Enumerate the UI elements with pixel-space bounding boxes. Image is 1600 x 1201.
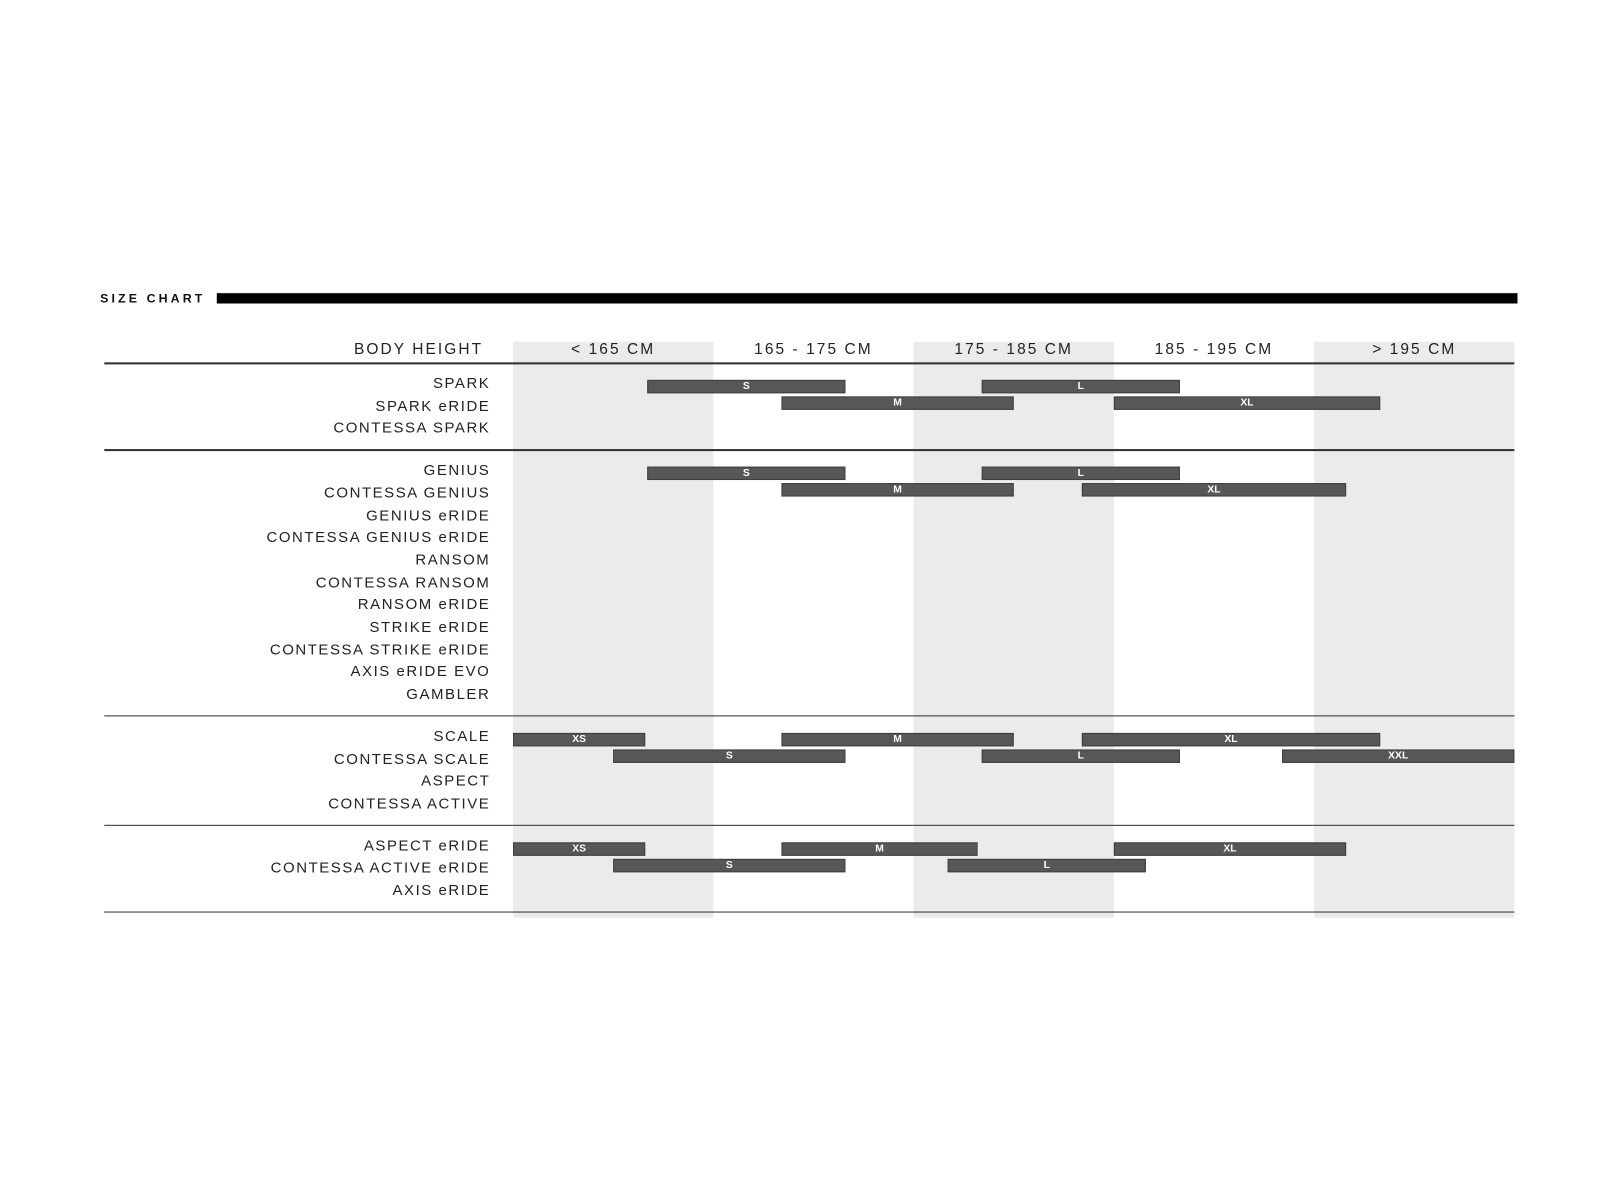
group-divider [104, 824, 1515, 826]
model-label: GAMBLER [406, 686, 491, 704]
model-label: CONTESSA SCALE [333, 750, 491, 768]
size-bar-s: S [647, 466, 846, 481]
size-bar-xl: XL [1113, 396, 1381, 410]
model-label: RANSOM [415, 552, 491, 569]
model-label: CONTESSA ACTIVE eRIDE [270, 860, 491, 877]
model-label: AXIS eRIDE EVO [350, 664, 491, 681]
size-bar-m: M [781, 483, 1014, 497]
column-header: 175 - 185 CM [954, 340, 1074, 359]
model-label: SPARK [432, 375, 491, 393]
model-label: RANSOM eRIDE [357, 596, 491, 614]
size-bar-xxl: XXL [1282, 749, 1515, 763]
size-bar-l: L [981, 749, 1180, 763]
column-shading [913, 341, 1114, 918]
chart-title: SIZE CHART [100, 291, 206, 306]
group-divider [104, 715, 1515, 717]
model-label: CONTESSA STRIKE eRIDE [269, 641, 491, 659]
size-bar-m: M [781, 841, 978, 856]
model-label: CONTESSA GENIUS [324, 484, 491, 502]
size-bar-s: S [647, 379, 846, 394]
row-header: BODY HEIGHT [353, 340, 484, 359]
size-bar-l: L [947, 858, 1146, 872]
column-header: 165 - 175 CM [754, 340, 873, 359]
group-divider [104, 911, 1515, 913]
group-divider [104, 362, 1515, 364]
size-bar-m: M [781, 396, 1014, 410]
model-label: CONTESSA ACTIVE [328, 795, 491, 813]
model-label: CONTESSA SPARK [333, 420, 491, 438]
column-header: 185 - 195 CM [1154, 340, 1274, 359]
model-label: ASPECT eRIDE [363, 837, 491, 855]
size-bar-s: S [613, 749, 846, 763]
column-shading [513, 341, 714, 918]
model-label: GENIUS eRIDE [366, 507, 491, 524]
size-bar-s: S [613, 858, 846, 872]
size-bar-xs: XS [513, 732, 646, 747]
size-bar-xl: XL [1081, 483, 1347, 497]
model-label: SCALE [433, 728, 491, 746]
model-label: SPARK eRIDE [375, 398, 491, 415]
model-label: STRIKE eRIDE [369, 619, 491, 636]
size-bar-l: L [981, 379, 1180, 394]
size-bar-xl: XL [1081, 732, 1381, 747]
model-label: CONTESSA GENIUS eRIDE [266, 529, 491, 547]
column-header: > 195 CM [1372, 340, 1457, 359]
model-label: CONTESSA RANSOM [315, 574, 491, 592]
title-rule [216, 293, 1518, 304]
size-bar-m: M [781, 732, 1014, 747]
model-label: AXIS eRIDE [392, 882, 491, 900]
column-header: < 165 CM [571, 340, 656, 359]
size-bar-l: L [981, 466, 1180, 481]
size-bar-xs: XS [513, 841, 646, 856]
model-label: ASPECT [421, 773, 491, 790]
group-divider [104, 449, 1515, 451]
column-shading [1314, 341, 1515, 918]
size-bar-xl: XL [1113, 841, 1347, 856]
model-label: GENIUS [423, 462, 491, 480]
